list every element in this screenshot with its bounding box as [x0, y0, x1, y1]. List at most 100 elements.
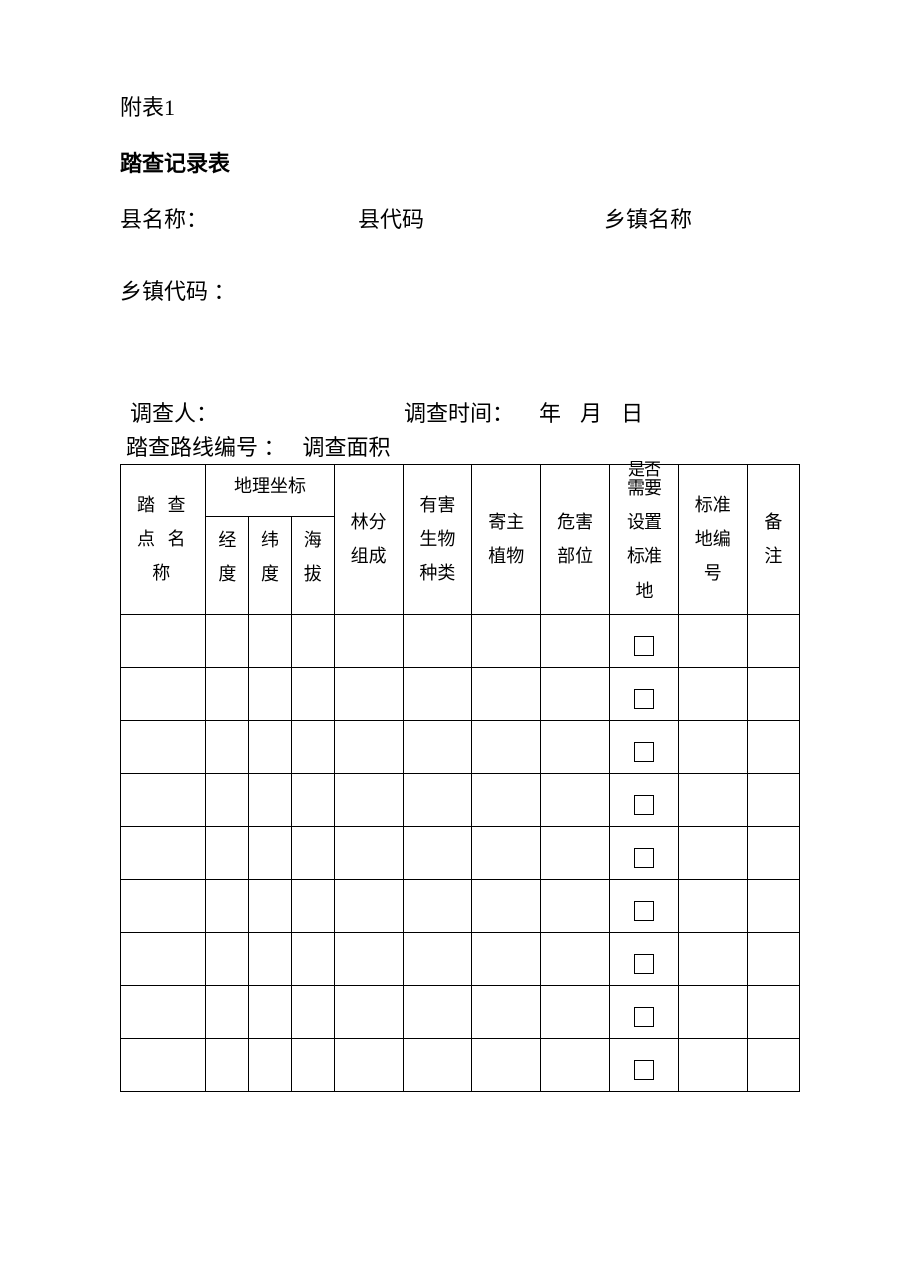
table-cell[interactable] [610, 932, 679, 985]
table-cell[interactable] [472, 667, 541, 720]
table-cell[interactable] [747, 826, 799, 879]
table-cell[interactable] [334, 932, 403, 985]
table-cell[interactable] [334, 773, 403, 826]
table-cell[interactable] [206, 720, 249, 773]
checkbox-icon[interactable] [634, 848, 654, 868]
table-cell[interactable] [678, 667, 747, 720]
table-cell[interactable] [249, 879, 292, 932]
table-cell[interactable] [472, 614, 541, 667]
table-cell[interactable] [291, 879, 334, 932]
table-cell[interactable] [403, 879, 472, 932]
table-cell[interactable] [678, 773, 747, 826]
table-cell[interactable] [541, 826, 610, 879]
checkbox-icon[interactable] [634, 954, 654, 974]
table-cell[interactable] [206, 985, 249, 1038]
table-cell[interactable] [747, 879, 799, 932]
table-cell[interactable] [610, 826, 679, 879]
table-cell[interactable] [610, 720, 679, 773]
table-cell[interactable] [541, 985, 610, 1038]
table-cell[interactable] [403, 614, 472, 667]
table-cell[interactable] [610, 614, 679, 667]
table-cell[interactable] [678, 826, 747, 879]
table-cell[interactable] [403, 773, 472, 826]
checkbox-icon[interactable] [634, 636, 654, 656]
table-cell[interactable] [334, 667, 403, 720]
table-cell[interactable] [403, 932, 472, 985]
table-cell[interactable] [291, 614, 334, 667]
table-cell[interactable] [403, 826, 472, 879]
table-cell[interactable] [291, 720, 334, 773]
checkbox-icon[interactable] [634, 1007, 654, 1027]
table-cell[interactable] [249, 720, 292, 773]
table-cell[interactable] [291, 773, 334, 826]
table-cell[interactable] [334, 826, 403, 879]
table-cell[interactable] [403, 667, 472, 720]
table-cell[interactable] [472, 720, 541, 773]
checkbox-icon[interactable] [634, 689, 654, 709]
table-cell[interactable] [747, 932, 799, 985]
table-cell[interactable] [541, 932, 610, 985]
table-cell[interactable] [472, 1038, 541, 1091]
table-cell[interactable] [121, 773, 206, 826]
table-cell[interactable] [121, 1038, 206, 1091]
table-cell[interactable] [610, 667, 679, 720]
table-cell[interactable] [121, 826, 206, 879]
table-cell[interactable] [747, 985, 799, 1038]
table-cell[interactable] [403, 1038, 472, 1091]
table-cell[interactable] [121, 720, 206, 773]
table-cell[interactable] [747, 614, 799, 667]
table-cell[interactable] [334, 720, 403, 773]
table-cell[interactable] [678, 985, 747, 1038]
table-cell[interactable] [206, 826, 249, 879]
table-cell[interactable] [541, 720, 610, 773]
table-cell[interactable] [747, 667, 799, 720]
checkbox-icon[interactable] [634, 1060, 654, 1080]
table-cell[interactable] [206, 1038, 249, 1091]
table-cell[interactable] [121, 667, 206, 720]
table-cell[interactable] [678, 1038, 747, 1091]
table-cell[interactable] [206, 614, 249, 667]
table-cell[interactable] [403, 720, 472, 773]
table-cell[interactable] [249, 773, 292, 826]
table-cell[interactable] [291, 932, 334, 985]
table-cell[interactable] [291, 667, 334, 720]
table-cell[interactable] [249, 614, 292, 667]
table-cell[interactable] [541, 614, 610, 667]
table-cell[interactable] [249, 1038, 292, 1091]
table-cell[interactable] [403, 985, 472, 1038]
table-cell[interactable] [206, 773, 249, 826]
table-cell[interactable] [249, 985, 292, 1038]
table-cell[interactable] [334, 1038, 403, 1091]
table-cell[interactable] [334, 985, 403, 1038]
table-cell[interactable] [472, 773, 541, 826]
table-cell[interactable] [472, 932, 541, 985]
checkbox-icon[interactable] [634, 795, 654, 815]
table-cell[interactable] [678, 879, 747, 932]
table-cell[interactable] [249, 826, 292, 879]
table-cell[interactable] [678, 932, 747, 985]
table-cell[interactable] [206, 667, 249, 720]
table-cell[interactable] [541, 879, 610, 932]
table-cell[interactable] [541, 667, 610, 720]
table-cell[interactable] [472, 879, 541, 932]
table-cell[interactable] [334, 879, 403, 932]
table-cell[interactable] [610, 1038, 679, 1091]
table-cell[interactable] [747, 1038, 799, 1091]
table-cell[interactable] [541, 773, 610, 826]
table-cell[interactable] [541, 1038, 610, 1091]
table-cell[interactable] [610, 879, 679, 932]
table-cell[interactable] [291, 826, 334, 879]
checkbox-icon[interactable] [634, 901, 654, 921]
table-cell[interactable] [249, 932, 292, 985]
table-cell[interactable] [610, 985, 679, 1038]
table-cell[interactable] [678, 614, 747, 667]
checkbox-icon[interactable] [634, 742, 654, 762]
table-cell[interactable] [249, 667, 292, 720]
table-cell[interactable] [206, 932, 249, 985]
table-cell[interactable] [121, 932, 206, 985]
table-cell[interactable] [206, 879, 249, 932]
table-cell[interactable] [121, 985, 206, 1038]
table-cell[interactable] [334, 614, 403, 667]
table-cell[interactable] [121, 614, 206, 667]
table-cell[interactable] [678, 720, 747, 773]
